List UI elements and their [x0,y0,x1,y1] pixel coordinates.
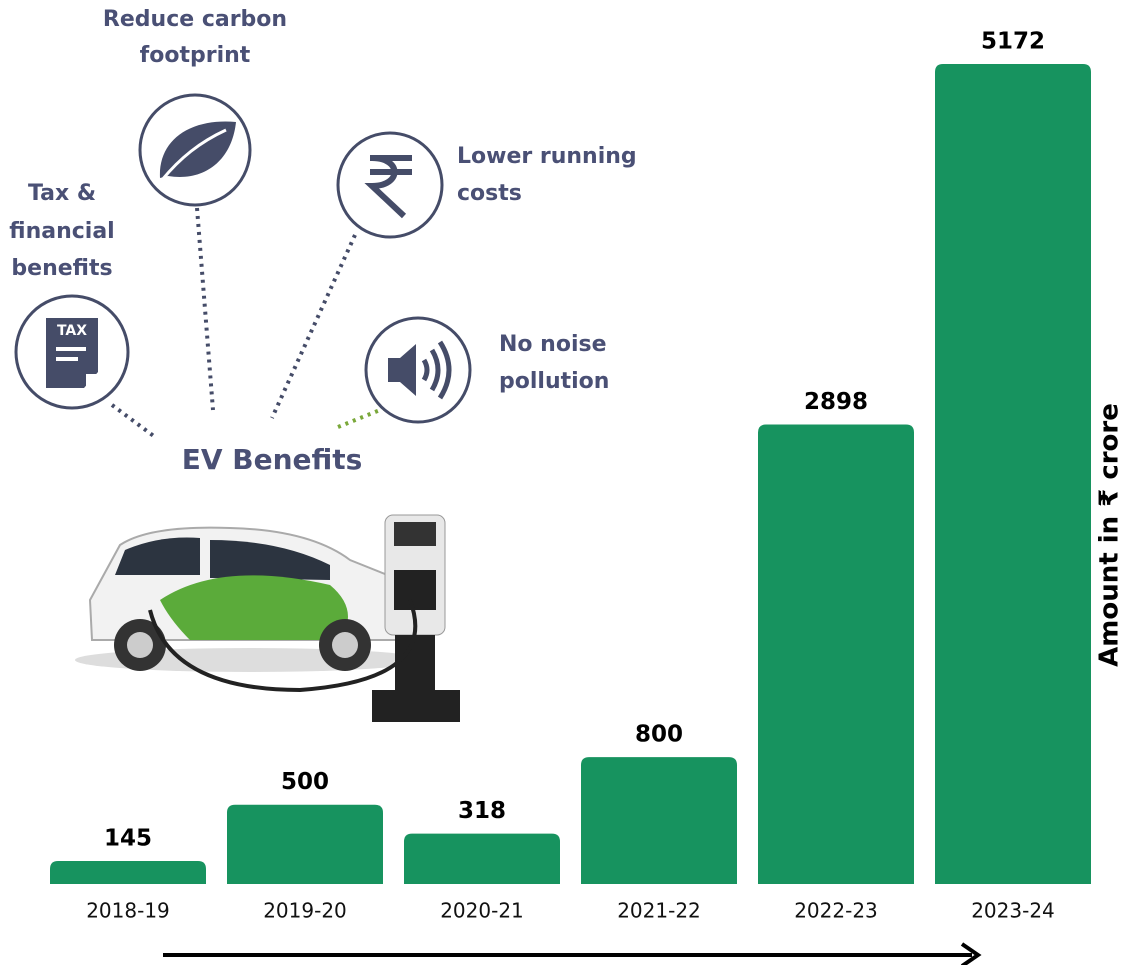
value-label: 145 [104,826,152,852]
value-label: 500 [281,769,329,795]
value-label: 5172 [981,29,1045,55]
benefit-text: No noise [499,332,607,357]
connector-green [338,408,385,427]
page: {"chart_data": { "type": "bar", "y_label… [0,0,1127,965]
x-tick-label: 2021-22 [617,899,701,923]
tax-icon: TAX [16,296,128,408]
bar [581,757,737,884]
benefit-text: footprint [140,43,251,68]
x-tick-label: 2020-21 [440,899,524,923]
benefit-text: financial [9,219,114,244]
value-label: 2898 [804,389,868,415]
rupee-icon [338,133,442,237]
leaf-icon [140,95,250,205]
chart: TAX Reduce carbon footprint Tax & financ… [0,0,1127,965]
ev-car-image [75,515,460,722]
x-tick-label: 2019-20 [263,899,347,923]
value-label: 318 [458,798,506,824]
bar [227,805,383,884]
benefit-text: Reduce carbon [103,7,287,32]
x-tick-label: 2023-24 [971,899,1055,923]
bar [50,861,206,884]
bar [758,425,914,884]
bar [404,834,560,884]
infographic-title: EV Benefits [182,443,363,476]
benefit-text: Lower running [457,144,637,169]
connectors [112,208,355,437]
bar [935,64,1091,884]
benefit-text: costs [457,181,522,206]
benefit-text: pollution [499,369,609,394]
y-axis-label: Amount in ₹ crore [1095,403,1125,667]
speaker-icon [366,318,470,422]
x-tick-label: 2018-19 [86,899,170,923]
tax-icon-text: TAX [57,323,87,339]
benefit-text: Tax & [28,181,96,206]
value-label: 800 [635,722,683,748]
benefit-text: benefits [11,256,112,281]
x-tick-label: 2022-23 [794,899,878,923]
